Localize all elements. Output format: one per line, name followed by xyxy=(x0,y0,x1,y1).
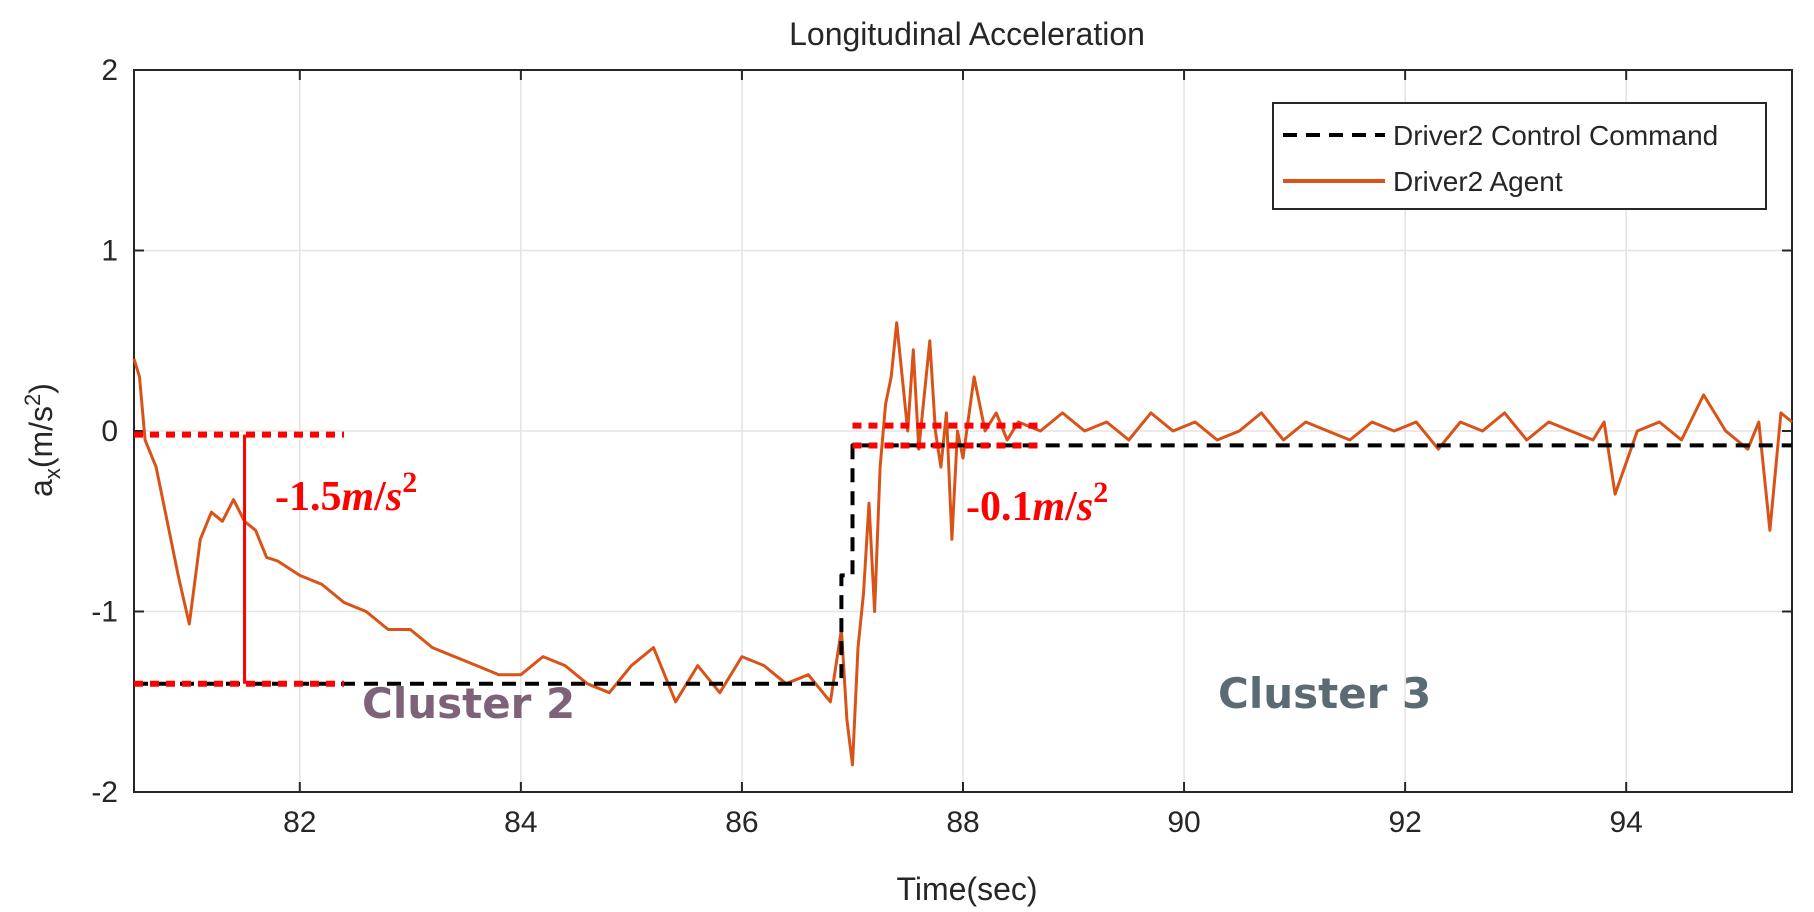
x-tick-label: 82 xyxy=(283,806,316,839)
series-line-command xyxy=(134,443,1792,686)
cluster3-label: Cluster 3 xyxy=(1218,669,1431,718)
x-axis-label: Time(sec) xyxy=(896,871,1037,907)
chart-title: Longitudinal Acceleration xyxy=(789,16,1145,52)
annotation-cluster3-delta: -0.1m/s2 xyxy=(966,476,1108,530)
x-tick-label: 86 xyxy=(725,806,758,839)
legend-label-command: Driver2 Control Command xyxy=(1393,120,1718,151)
y-tick-label: -1 xyxy=(91,596,118,629)
y-axis-ticks: -2 -1 0 1 2 xyxy=(91,54,1792,809)
y-tick-label: 1 xyxy=(101,235,118,268)
annotation-cluster2-delta: -1.5m/s2 xyxy=(275,466,417,520)
annotations xyxy=(134,422,1041,687)
legend: Driver2 Control Command Driver2 Agent xyxy=(1272,102,1767,210)
x-tick-label: 88 xyxy=(946,806,979,839)
y-tick-label: 2 xyxy=(101,54,118,87)
legend-label-agent: Driver2 Agent xyxy=(1393,166,1563,197)
series-line-agent xyxy=(132,321,1793,767)
y-tick-label: -2 xyxy=(91,776,118,809)
legend-box xyxy=(1272,102,1767,210)
y-tick-label: 0 xyxy=(101,415,118,448)
x-tick-label: 84 xyxy=(504,806,537,839)
x-axis-ticks: 82 84 86 88 90 92 94 xyxy=(283,70,1643,839)
cluster2-label: Cluster 2 xyxy=(362,679,575,728)
x-tick-label: 94 xyxy=(1610,806,1643,839)
x-tick-label: 90 xyxy=(1167,806,1200,839)
y-axis-label: ax(m/s2) xyxy=(20,383,65,497)
series-group xyxy=(132,321,1793,767)
x-tick-label: 92 xyxy=(1388,806,1421,839)
